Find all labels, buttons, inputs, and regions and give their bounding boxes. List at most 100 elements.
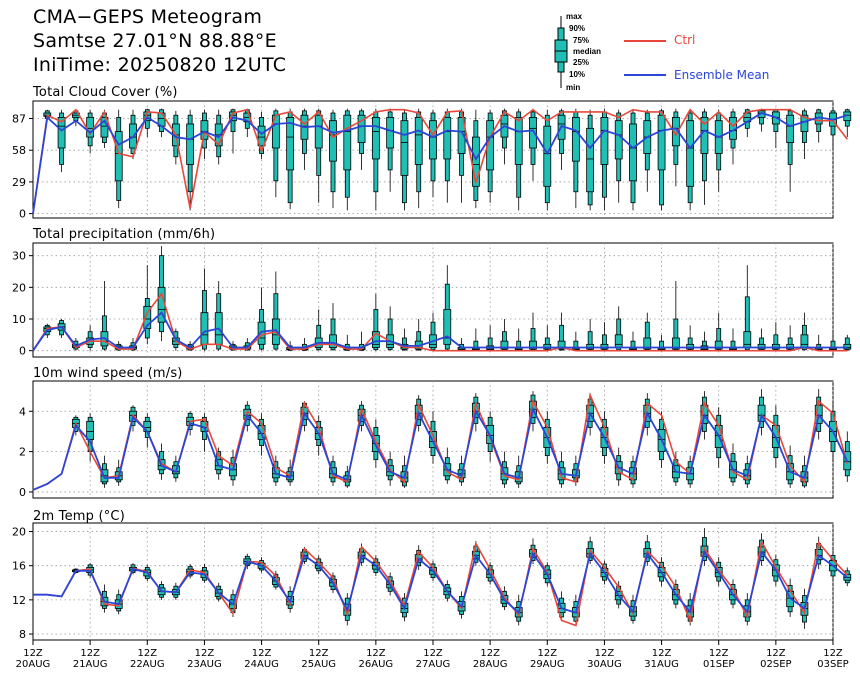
y-tick-label: 16 (12, 560, 26, 573)
y-tick-label: 2 (19, 446, 26, 459)
ensemble-mean-line (33, 549, 848, 615)
x-tick-label-hour: 12Z (766, 648, 786, 659)
box-inner (714, 340, 723, 350)
ctrl-line (32, 392, 849, 491)
legend-max-label: max (566, 12, 583, 21)
x-tick-label-date: 21AUG (73, 659, 108, 670)
box-inner (343, 114, 352, 171)
x-tick-label-hour: 12Z (252, 648, 272, 659)
box-inner (686, 120, 695, 187)
x-tick-label-hour: 12Z (595, 648, 615, 659)
box-inner (414, 117, 423, 165)
box-inner (743, 331, 752, 348)
x-tick-label-hour: 12Z (823, 648, 843, 659)
y-tick-label: 4 (19, 405, 26, 418)
panel-title-wind: 10m wind speed (m/s) (33, 366, 183, 381)
box-inner (429, 431, 437, 448)
x-tick-label-hour: 12Z (137, 648, 157, 659)
x-tick-label-hour: 12Z (80, 648, 100, 659)
box-inner (86, 420, 95, 440)
box-inner (614, 334, 623, 348)
box-inner (143, 305, 152, 329)
panel-title-cloud: Total Cloud Cover (%) (33, 85, 178, 100)
box-inner (443, 309, 452, 345)
box-outer (616, 318, 622, 351)
x-tick-label-date: 20AUG (16, 659, 51, 670)
box-inner (286, 117, 295, 171)
box-outer (373, 309, 379, 351)
ensemble-mean-line (32, 406, 849, 491)
ensemble-mean-line (32, 311, 848, 352)
y-tick-label: 30 (12, 250, 26, 263)
panel-title-precip: Total precipitation (mm/6h) (33, 227, 216, 242)
box-outer (744, 296, 750, 351)
box-inner (329, 120, 337, 162)
ctrl-line (32, 291, 848, 352)
box-inner (200, 120, 209, 140)
x-tick-label-hour: 12Z (309, 648, 329, 659)
box-inner (671, 337, 680, 350)
x-tick-label-hour: 12Z (23, 648, 43, 659)
box-inner (557, 340, 566, 350)
box-inner (200, 312, 209, 345)
x-tick-label-date: 03SEP (817, 659, 848, 670)
y-tick-label: 0 (19, 208, 26, 221)
x-tick-label-hour: 12Z (652, 648, 672, 659)
y-tick-label: 58 (12, 144, 26, 157)
box-inner (586, 127, 595, 193)
box-inner (600, 117, 609, 165)
box-inner (529, 117, 537, 149)
legend-p10-label: 10% (569, 70, 586, 79)
x-tick-label-date: 22AUG (130, 659, 165, 670)
box-inner (186, 123, 195, 165)
y-tick-label: 87 (12, 112, 26, 125)
box-inner (371, 117, 380, 160)
panel-1: 0 10 20 30 (12, 242, 852, 358)
y-tick-label: 29 (12, 176, 26, 189)
box-inner (314, 114, 323, 149)
box-outer (559, 324, 564, 351)
x-tick-label-date: 25AUG (301, 659, 336, 670)
y-tick-label: 20 (12, 281, 26, 294)
x-tick-label-hour: 12Z (480, 648, 500, 659)
y-tick-label: 10 (12, 313, 26, 326)
x-tick-label-hour: 12Z (709, 648, 729, 659)
x-tick-label-date: 24AUG (244, 659, 279, 670)
panel-3: 8 12 16 20 (12, 522, 852, 641)
x-tick-label-date: 23AUG (187, 659, 222, 670)
init-time-label: IniTime: 20250820 12UTC (33, 54, 287, 76)
box-inner (386, 117, 395, 149)
box-inner (457, 117, 466, 154)
box-inner (629, 123, 637, 182)
x-tick-label-hour: 12Z (423, 648, 443, 659)
panel-2: 0 2 4 (19, 380, 852, 499)
ensemble-mean-line (32, 112, 848, 214)
box-inner (114, 131, 123, 182)
box-outer (387, 318, 393, 351)
x-tick-label-hour: 12Z (195, 648, 215, 659)
x-tick-label-date: 01SEP (703, 659, 734, 670)
x-tick-label-date: 30AUG (587, 659, 622, 670)
box-inner (57, 117, 66, 149)
panel-title-temp: 2m Temp (°C) (33, 509, 125, 524)
box-inner (614, 120, 623, 160)
box-inner (786, 114, 795, 143)
box-inner (357, 114, 366, 143)
panel-0: 0 29 58 87 (12, 100, 852, 221)
y-tick-label: 8 (19, 628, 26, 641)
box-outer (316, 324, 322, 351)
y-tick-label: 12 (12, 594, 26, 607)
box-inner (257, 125, 266, 147)
x-tick-label-date: 28AUG (473, 659, 508, 670)
box-inner (643, 337, 652, 350)
box-inner (329, 334, 337, 348)
x-tick-label-hour: 12Z (537, 648, 557, 659)
box-inner (757, 404, 766, 422)
box-inner (571, 117, 580, 162)
location-label: Samtse 27.01°N 88.88°E (33, 30, 277, 52)
box-inner (514, 117, 523, 165)
legend-p25-label: 25% (573, 58, 590, 67)
legend-p75-label: 75% (573, 36, 590, 45)
box-inner (400, 120, 409, 176)
box-outer (330, 318, 336, 351)
